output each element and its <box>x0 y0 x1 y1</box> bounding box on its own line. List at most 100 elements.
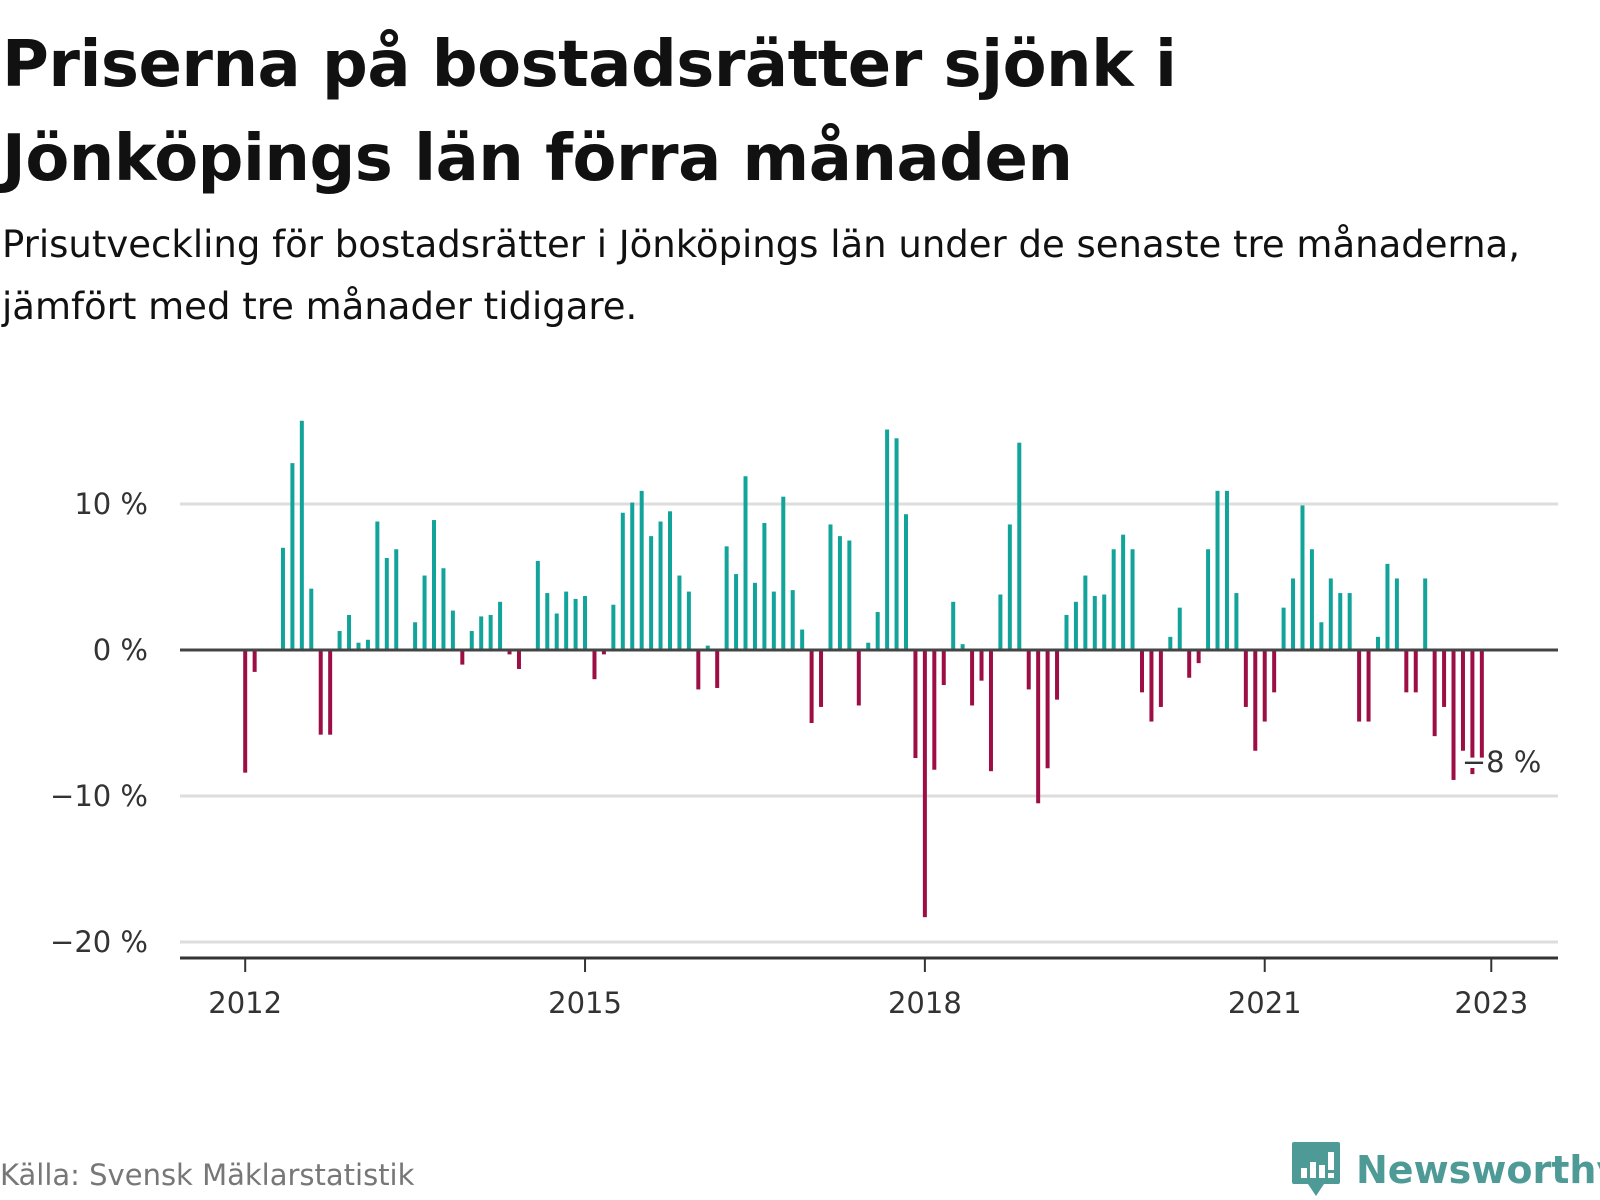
bar <box>1036 650 1041 804</box>
bar <box>630 502 635 650</box>
bar <box>1017 442 1022 650</box>
bar <box>1102 594 1107 650</box>
x-tick-label: 2015 <box>548 986 622 1020</box>
bar <box>970 650 975 706</box>
bar <box>1140 650 1144 693</box>
bar <box>252 650 257 672</box>
bar <box>1470 650 1475 775</box>
bar <box>894 438 899 650</box>
bar <box>450 610 455 650</box>
bar <box>337 631 342 650</box>
bar <box>1432 650 1437 737</box>
bar <box>847 540 852 650</box>
bar <box>1281 607 1286 650</box>
bars <box>243 420 1484 918</box>
y-tick-label: 0 % <box>93 633 148 667</box>
bar <box>1168 636 1173 650</box>
bar <box>1187 650 1192 678</box>
bar <box>1234 593 1239 650</box>
bar <box>1291 578 1296 650</box>
bar <box>432 520 436 650</box>
bar <box>592 650 597 680</box>
bar <box>734 574 739 650</box>
bar <box>601 650 606 655</box>
bar <box>1442 650 1447 707</box>
bar <box>309 588 314 650</box>
bar <box>1111 549 1116 650</box>
bar <box>318 650 323 735</box>
bar <box>1206 549 1211 650</box>
bar <box>1149 650 1154 722</box>
bar <box>583 595 588 650</box>
bar <box>498 601 503 650</box>
bar <box>1083 575 1088 650</box>
bar <box>705 645 710 650</box>
bar <box>356 642 361 650</box>
bar <box>922 650 927 918</box>
x-tick-label: 2023 <box>1454 986 1528 1020</box>
bar <box>1347 593 1352 650</box>
brand-logo[interactable]: Newsworthy <box>1290 1140 1600 1200</box>
bar <box>932 650 937 770</box>
bar <box>1376 636 1380 650</box>
bar <box>809 650 814 723</box>
bar <box>328 650 333 735</box>
bar <box>488 614 493 650</box>
chart-subtitle: Prisutveckling för bostadsrätter i Jönkö… <box>2 223 1520 328</box>
bar <box>554 613 559 650</box>
bar <box>1121 534 1126 650</box>
bar <box>1404 650 1409 693</box>
bar <box>564 591 569 650</box>
chart-title: Priserna på bostadsrätter sjönk i Jönköp… <box>2 28 1177 196</box>
brand-name: Newsworthy <box>1356 1148 1600 1192</box>
bar <box>837 536 842 650</box>
bar <box>1177 607 1182 650</box>
bar <box>649 536 654 650</box>
bar <box>790 590 795 650</box>
bar <box>1338 593 1343 650</box>
bar <box>1253 650 1258 751</box>
bar <box>979 650 984 681</box>
bar <box>866 642 871 650</box>
x-tick-label: 2018 <box>888 986 962 1020</box>
bar <box>1309 549 1314 650</box>
bar <box>904 514 908 650</box>
bar <box>1224 490 1229 650</box>
bar <box>677 575 682 650</box>
bar <box>394 549 399 650</box>
bar <box>998 594 1003 650</box>
bar <box>469 631 474 650</box>
gridlines <box>180 502 1558 944</box>
bar <box>1413 650 1418 693</box>
bar <box>611 604 616 650</box>
newsworthy-logo-icon <box>1292 1142 1340 1196</box>
bar <box>658 521 663 650</box>
bar <box>1045 650 1050 769</box>
bar <box>781 496 786 650</box>
bar <box>1196 650 1201 664</box>
bar <box>460 650 465 665</box>
bar <box>668 511 672 650</box>
bar <box>535 560 540 650</box>
bar <box>828 524 833 650</box>
x-axis-ticks: 2012 2015 2018 2021 2023 <box>208 958 1528 1020</box>
bar <box>715 650 720 688</box>
bar <box>1073 601 1078 650</box>
bar <box>365 639 370 650</box>
bar <box>1130 549 1135 650</box>
bar <box>479 616 484 650</box>
bar <box>1243 650 1248 707</box>
bar <box>280 547 285 650</box>
bar <box>800 629 805 650</box>
bar <box>913 650 918 759</box>
bar <box>347 614 352 650</box>
bar <box>1357 650 1362 722</box>
last-value-annotation: −8 % <box>1462 745 1542 779</box>
y-tick-label: 10 % <box>74 487 148 521</box>
bar <box>1460 650 1465 751</box>
y-axis-ticks: 10 % 0 % −10 % −20 % <box>50 487 148 959</box>
bar <box>1064 614 1069 650</box>
bar <box>1385 563 1390 650</box>
bar <box>1300 505 1305 650</box>
